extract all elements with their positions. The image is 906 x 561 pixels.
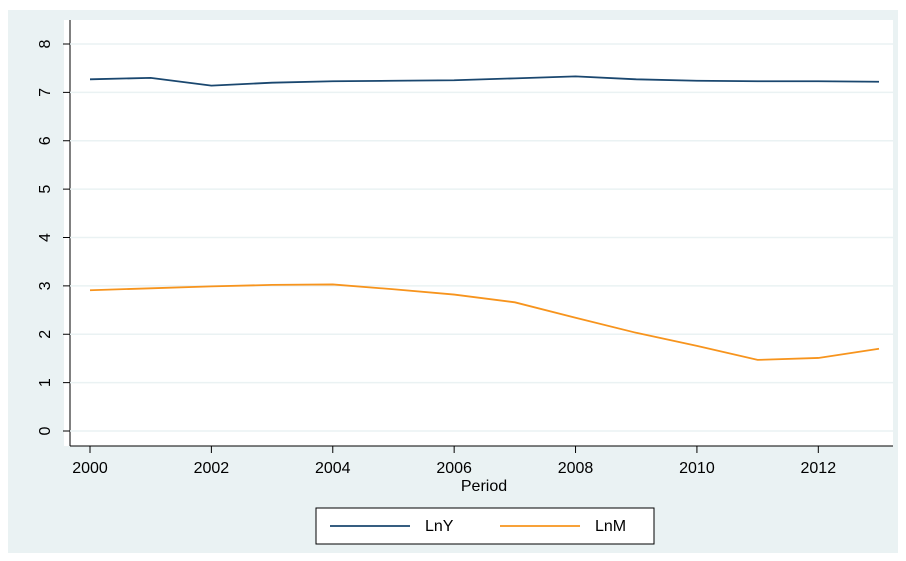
x-axis-label: Period [461,478,507,495]
y-tick-label: 6 [37,136,54,145]
y-tick-label: 7 [37,88,54,97]
y-tick-label: 8 [37,39,54,48]
y-tick-label: 5 [37,185,54,194]
line-series [89,75,880,87]
plot-area [64,20,893,446]
x-tick-label: 2002 [194,460,230,477]
x-tick-label: 2008 [558,460,594,477]
y-tick-label: 2 [37,330,54,339]
x-tick-label: 2010 [679,460,715,477]
y-tick-label: 4 [37,233,54,242]
x-tick-label: 2000 [72,460,108,477]
y-tick-label: 3 [37,281,54,290]
y-tick-label: 1 [37,378,54,387]
line-series [89,283,880,361]
x-tick-label: 2004 [315,460,351,477]
x-tick-label: 2012 [801,460,837,477]
legend-label: LnM [595,518,626,535]
legend-label: LnY [425,518,454,535]
x-tick-label: 2006 [436,460,472,477]
y-tick-label: 0 [37,426,54,435]
